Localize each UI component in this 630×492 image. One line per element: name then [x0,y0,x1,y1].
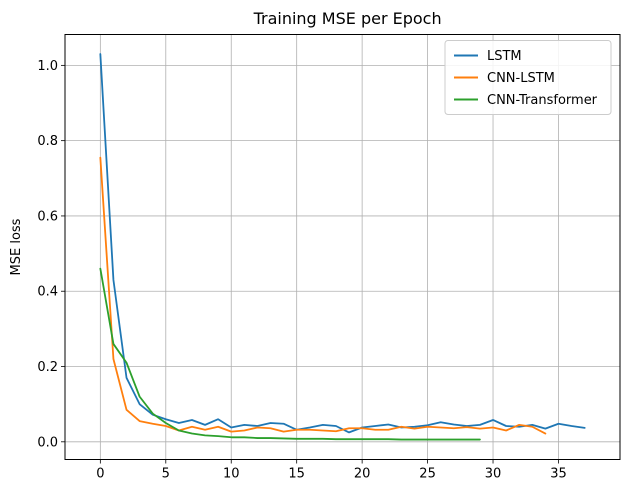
series-layer [99,53,586,441]
legend-label: LSTM [487,49,522,64]
x-tick-label: 20 [354,467,371,482]
series-line-cnn-transformer [99,267,481,441]
x-tick-label: 5 [162,467,170,482]
x-tick-label: 10 [223,467,240,482]
legend: LSTM CNN-LSTM CNN-Transformer [444,40,612,115]
x-tick-label: 0 [96,467,104,482]
legend-label: CNN-Transformer [487,93,598,108]
x-tick-label: 30 [485,467,502,482]
y-tick-label: 0.0 [37,435,58,450]
y-tick-label: 0.8 [37,134,58,149]
legend-label: CNN-LSTM [487,71,555,86]
y-tick-label: 0.4 [37,285,58,300]
x-tick-label: 15 [288,467,305,482]
legend-box [444,40,612,115]
y-axis-ticks: 0.0 0.2 0.4 0.6 0.8 1.0 [37,59,65,450]
plot-area-frame [64,34,621,460]
x-tick-label: 35 [550,467,567,482]
y-tick-label: 1.0 [37,59,58,74]
y-axis-label: MSE loss [9,218,24,275]
chart-title: Training MSE per Epoch [253,9,442,28]
y-tick-label: 0.2 [37,360,58,375]
x-axis-ticks: 0 5 10 15 20 25 30 35 [96,459,567,482]
y-tick-label: 0.6 [37,209,58,224]
series-line-cnn-lstm [99,156,547,435]
x-tick-label: 25 [419,467,436,482]
